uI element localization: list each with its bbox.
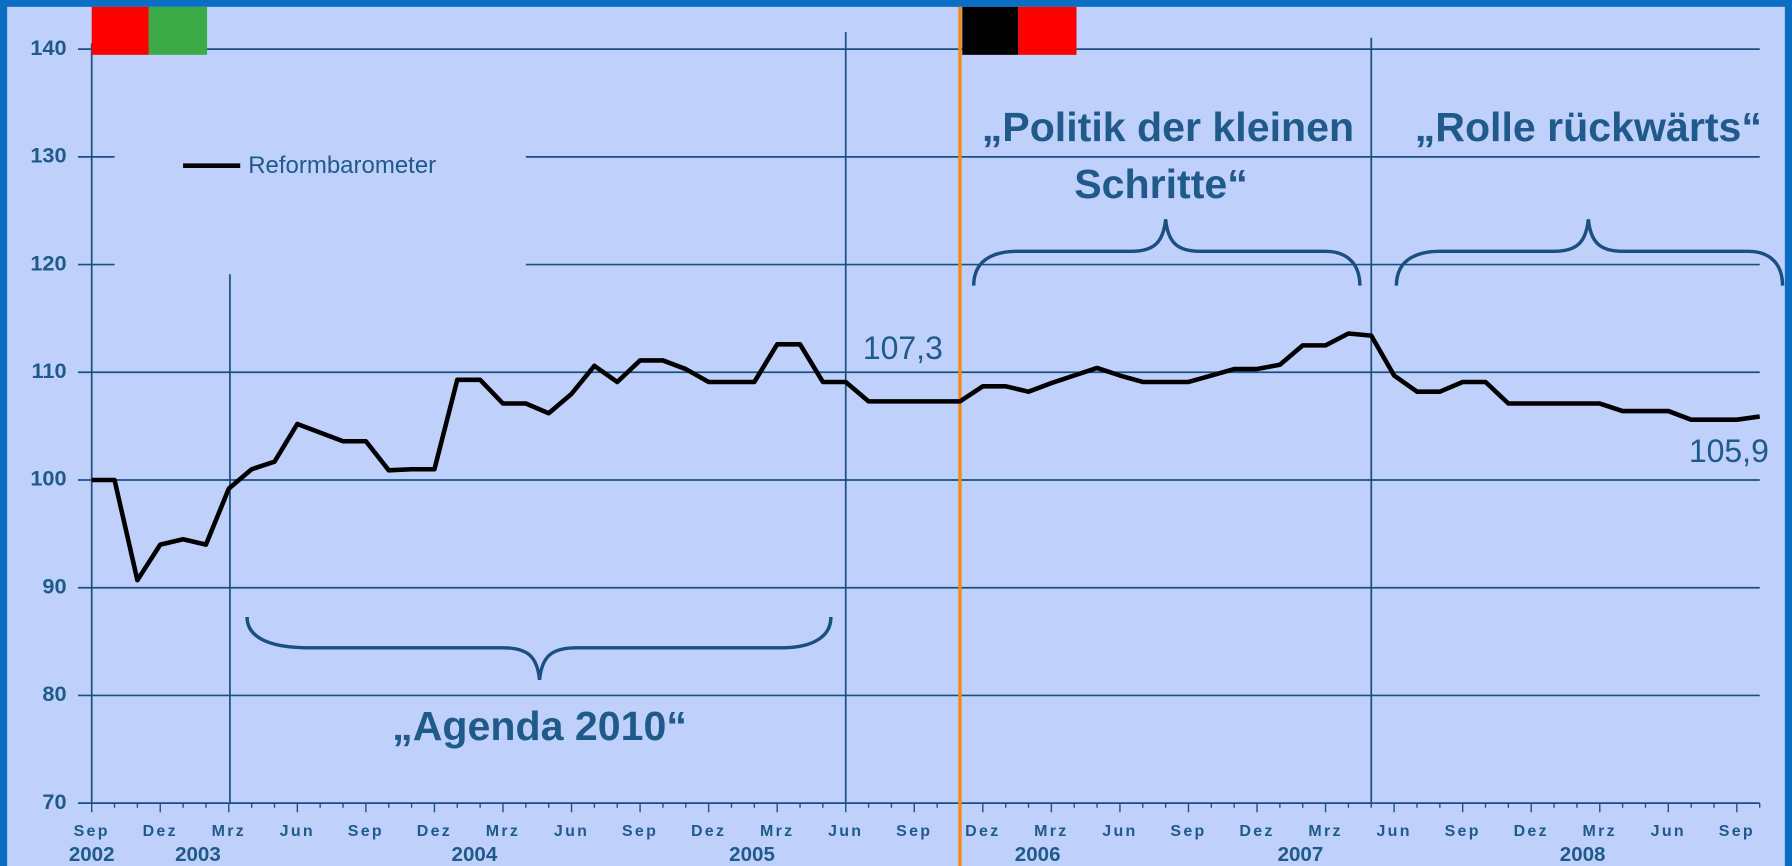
year-label: 2004 xyxy=(452,843,498,866)
x-tick-label: Dez xyxy=(691,823,726,840)
x-tick-label: Mrz xyxy=(1308,823,1342,840)
value-annotation: 105,9 xyxy=(1689,433,1769,469)
year-label: 2005 xyxy=(729,843,775,866)
x-tick-label: Mrz xyxy=(1583,823,1617,840)
x-tick-label: Jun xyxy=(1651,823,1686,840)
braces xyxy=(245,219,1785,680)
x-tick-label: Dez xyxy=(1239,823,1274,840)
x-tick-label: Sep xyxy=(896,823,932,840)
x-tick-label: Dez xyxy=(965,823,1000,840)
x-tick-label: Jun xyxy=(1102,823,1137,840)
brace xyxy=(971,219,1362,286)
annotation: Schritte“ xyxy=(1074,161,1248,207)
flag-green xyxy=(148,6,208,55)
x-tick-label: Sep xyxy=(348,823,384,840)
x-tick-label: Jun xyxy=(554,823,589,840)
brace xyxy=(245,616,833,680)
x-tick-label: Mrz xyxy=(1034,823,1068,840)
value-annotation: 107,3 xyxy=(863,330,943,366)
y-tick-label: 110 xyxy=(32,358,67,383)
event-lines xyxy=(229,31,1373,804)
year-label: 2002 xyxy=(69,843,115,866)
year-label: 2007 xyxy=(1278,843,1324,866)
year-label: 2003 xyxy=(175,843,221,866)
y-tick-label: 140 xyxy=(30,35,66,60)
flag-red xyxy=(91,6,149,55)
legend-label: Reformbarometer xyxy=(248,152,436,179)
grid xyxy=(77,43,1761,813)
x-tick-label: Jun xyxy=(280,823,315,840)
y-tick-label: 100 xyxy=(30,466,66,491)
x-tick-label: Mrz xyxy=(486,823,520,840)
line-series xyxy=(91,331,1761,583)
x-tick-label: Dez xyxy=(143,823,178,840)
y-tick-label: 70 xyxy=(42,789,66,814)
y-tick-label: 80 xyxy=(42,681,66,706)
x-tick-label: Sep xyxy=(1170,823,1206,840)
legend-background xyxy=(114,125,526,275)
annotation: „Politik der kleinen xyxy=(982,104,1354,150)
x-tick-label: Dez xyxy=(1514,823,1549,840)
x-tick-label: Sep xyxy=(622,823,658,840)
x-tick-label: Sep xyxy=(1445,823,1481,840)
x-tick-label: Sep xyxy=(74,823,110,840)
annotation: „Agenda 2010“ xyxy=(392,703,687,749)
y-tick-label: 130 xyxy=(30,143,66,168)
brace xyxy=(1394,219,1785,286)
flag-red xyxy=(1018,6,1077,55)
annotation: „Rolle rückwärts“ xyxy=(1415,104,1762,150)
x-tick-label: Jun xyxy=(828,823,863,840)
x-tick-label: Mrz xyxy=(212,823,246,840)
x-tick-label: Dez xyxy=(417,823,452,840)
year-label: 2006 xyxy=(1015,843,1061,866)
x-tick-label: Sep xyxy=(1719,823,1755,840)
flag-black xyxy=(962,6,1019,55)
y-tick-label: 120 xyxy=(30,250,66,275)
x-tick-label: Mrz xyxy=(760,823,794,840)
y-tick-label: 90 xyxy=(42,573,66,598)
x-tick-label: Jun xyxy=(1376,823,1411,840)
year-label: 2008 xyxy=(1560,843,1606,866)
